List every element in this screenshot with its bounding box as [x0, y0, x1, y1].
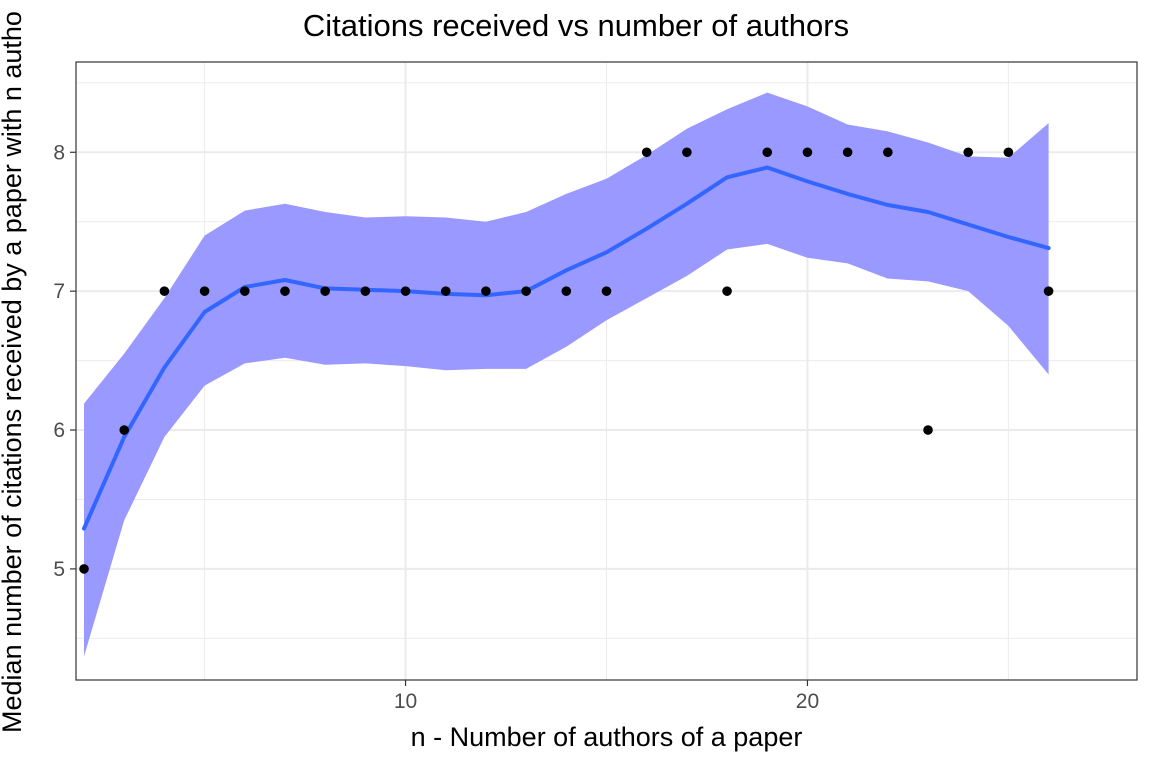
y-axis-label: Median number of citations received by a…	[0, 11, 27, 733]
data-point	[722, 286, 732, 296]
data-point	[521, 286, 531, 296]
data-point	[199, 286, 210, 296]
data-point	[360, 286, 371, 296]
data-point	[119, 425, 130, 435]
data-point	[1003, 147, 1014, 158]
data-point	[601, 286, 612, 296]
data-point	[280, 286, 290, 296]
data-point	[641, 147, 652, 158]
y-tick-label: 6	[53, 419, 65, 442]
data-point	[842, 147, 853, 158]
panel-border	[75, 61, 1138, 681]
data-point	[159, 286, 170, 296]
data-point	[883, 147, 893, 158]
data-point	[320, 286, 330, 296]
data-point	[400, 286, 411, 296]
x-tick-label: 10	[394, 690, 417, 713]
y-tick-label: 5	[53, 558, 65, 581]
data-point	[561, 286, 572, 296]
x-axis-label: n - Number of authors of a paper	[410, 722, 803, 752]
data-point	[802, 147, 813, 158]
data-point	[481, 286, 491, 296]
confidence-ribbon	[84, 92, 1049, 657]
data-point	[1043, 286, 1054, 296]
y-tick-label: 7	[53, 280, 65, 303]
data-point	[239, 286, 250, 296]
data-point	[963, 147, 974, 158]
y-tick-label: 8	[53, 141, 65, 164]
x-tick-label: 20	[796, 690, 819, 713]
data-point	[440, 286, 451, 296]
data-point	[923, 425, 933, 435]
data-point	[79, 564, 89, 574]
chart-title: Citations received vs number of authors	[302, 8, 850, 43]
data-point	[682, 147, 692, 158]
data-point	[762, 147, 773, 158]
